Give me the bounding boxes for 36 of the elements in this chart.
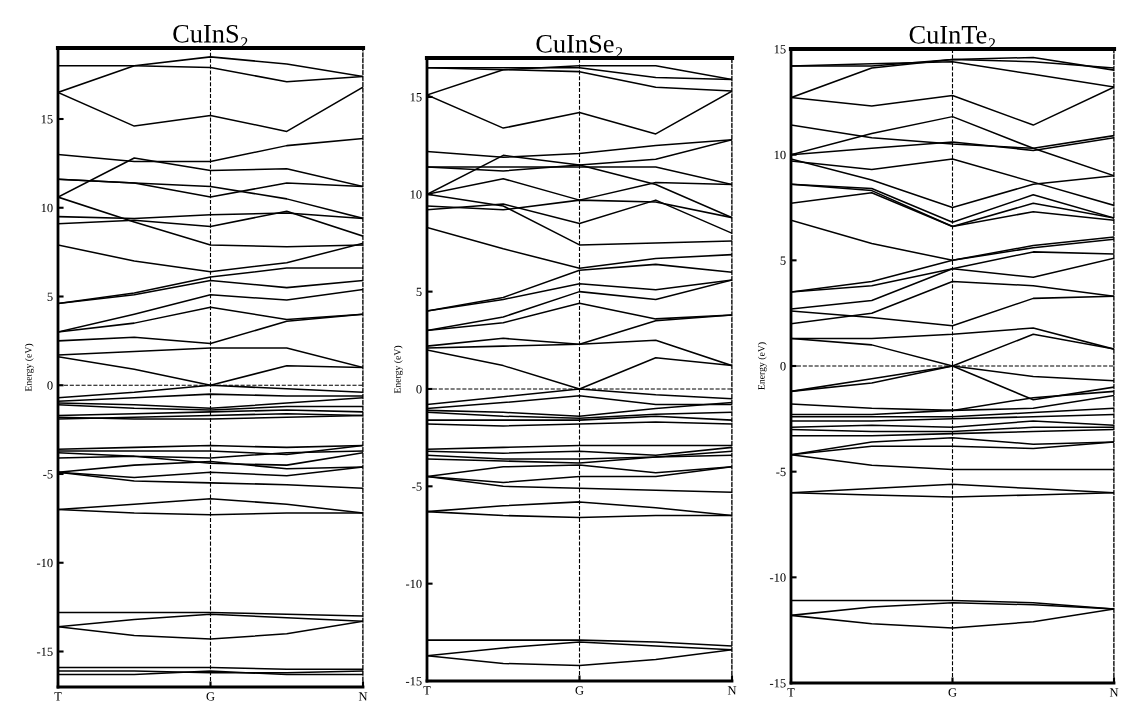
- y-tick-label: -10: [405, 579, 422, 589]
- y-tick-label: 10: [410, 190, 422, 199]
- x-tick-label: N: [358, 692, 368, 701]
- y-tick-label: 5: [780, 256, 786, 265]
- x-tick-label: N: [1109, 688, 1119, 697]
- y-axis-title: Energy (eV): [757, 342, 767, 390]
- y-tick-label: 5: [416, 287, 422, 297]
- x-tick-label: T: [423, 686, 431, 695]
- y-tick-label: 10: [774, 150, 786, 160]
- y-tick-label: 0: [780, 362, 786, 371]
- x-tick-label: G: [206, 692, 215, 701]
- y-tick-label: 10: [41, 203, 53, 213]
- y-tick-label: -15: [769, 679, 786, 688]
- y-axis-title: Energy (eV): [393, 345, 403, 394]
- x-tick-label: G: [948, 688, 957, 697]
- y-tick-label: 5: [47, 292, 53, 301]
- chart-title: CuInTe₂: [909, 25, 996, 49]
- x-tick-label: N: [727, 686, 737, 695]
- y-tick-label: -5: [776, 467, 786, 477]
- y-axis-title: Energy (eV): [24, 343, 34, 392]
- y-tick-label: 15: [774, 45, 786, 54]
- chart-title: CuInSe₂: [536, 34, 623, 58]
- y-tick-label: 15: [410, 93, 422, 102]
- y-tick-label: -5: [412, 482, 422, 491]
- y-tick-label: -15: [36, 647, 53, 656]
- y-tick-label: -15: [405, 677, 422, 686]
- y-tick-label: -5: [43, 470, 53, 479]
- chart-title: CuInS₂: [173, 24, 248, 48]
- x-tick-label: T: [787, 688, 795, 697]
- x-tick-label: T: [54, 692, 62, 701]
- y-tick-label: -10: [769, 573, 786, 582]
- y-tick-label: 0: [416, 384, 422, 394]
- y-tick-label: 15: [41, 115, 53, 124]
- y-tick-label: 0: [47, 381, 53, 390]
- y-tick-label: -10: [36, 558, 53, 568]
- x-tick-label: G: [575, 686, 584, 695]
